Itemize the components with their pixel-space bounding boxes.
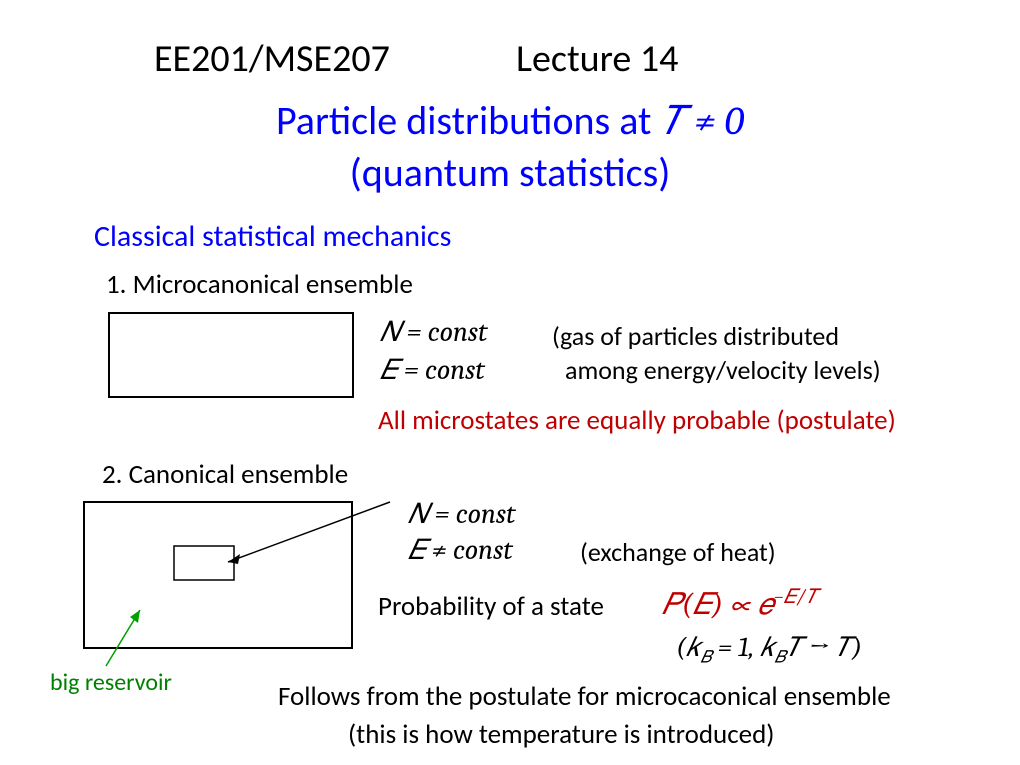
exchange-heat: (exchange of heat) — [580, 536, 776, 568]
kb-sub2: 𝐵 — [775, 648, 786, 667]
gas-description-2: among energy/velocity levels) — [565, 354, 881, 386]
eq-e-neq-const: 𝐸 ≠ const — [408, 534, 513, 567]
canonical-diagram — [80, 496, 400, 681]
postulate-text: All microstates are equally probable (po… — [378, 404, 896, 437]
kb-a: (𝑘 — [676, 632, 700, 663]
item-2-label: 2. Canonical ensemble — [102, 458, 348, 491]
kb-b: = 1, 𝑘 — [712, 632, 775, 663]
follows-text: Follows from the postulate for microcaco… — [278, 680, 891, 713]
eq-e-const: 𝐸 = const — [380, 354, 485, 387]
probability-formula: 𝑃(𝐸) ∝ 𝑒−𝐸/𝑇 — [662, 585, 818, 622]
reservoir-label: big reservoir — [50, 668, 172, 697]
title-math: 𝑇 ≠ 0 — [660, 98, 744, 144]
lecture-number: Lecture 14 — [516, 36, 678, 82]
eq-n-const: 𝑁 = const — [380, 316, 488, 349]
title-text: Particle distributions at — [276, 96, 661, 145]
kb-note: (𝑘𝐵 = 1, 𝑘𝐵𝑇 → 𝑇) — [676, 632, 862, 667]
course-code: EE201/MSE207 — [154, 36, 390, 82]
title-line2: (quantum statistics) — [0, 148, 1020, 197]
kb-sub1: 𝐵 — [700, 648, 711, 667]
title-line1: Particle distributions at 𝑇 ≠ 0 — [0, 96, 1020, 145]
eq-n-const-2: 𝑁 = const — [408, 498, 516, 531]
section-title: Classical statistical mechanics — [94, 218, 451, 255]
probability-label: Probability of a state — [378, 590, 604, 623]
temperature-intro: (this is how temperature is introduced) — [348, 718, 774, 751]
item-1-label: 1. Microcanonical ensemble — [106, 268, 413, 301]
kb-c: 𝑇 → 𝑇) — [786, 632, 862, 663]
gas-description-1: (gas of particles distributed — [552, 320, 839, 352]
microcanonical-box — [108, 312, 354, 398]
prob-exponent: −𝐸/𝑇 — [774, 585, 819, 608]
prob-base: 𝑃(𝐸) ∝ 𝑒 — [662, 587, 774, 622]
